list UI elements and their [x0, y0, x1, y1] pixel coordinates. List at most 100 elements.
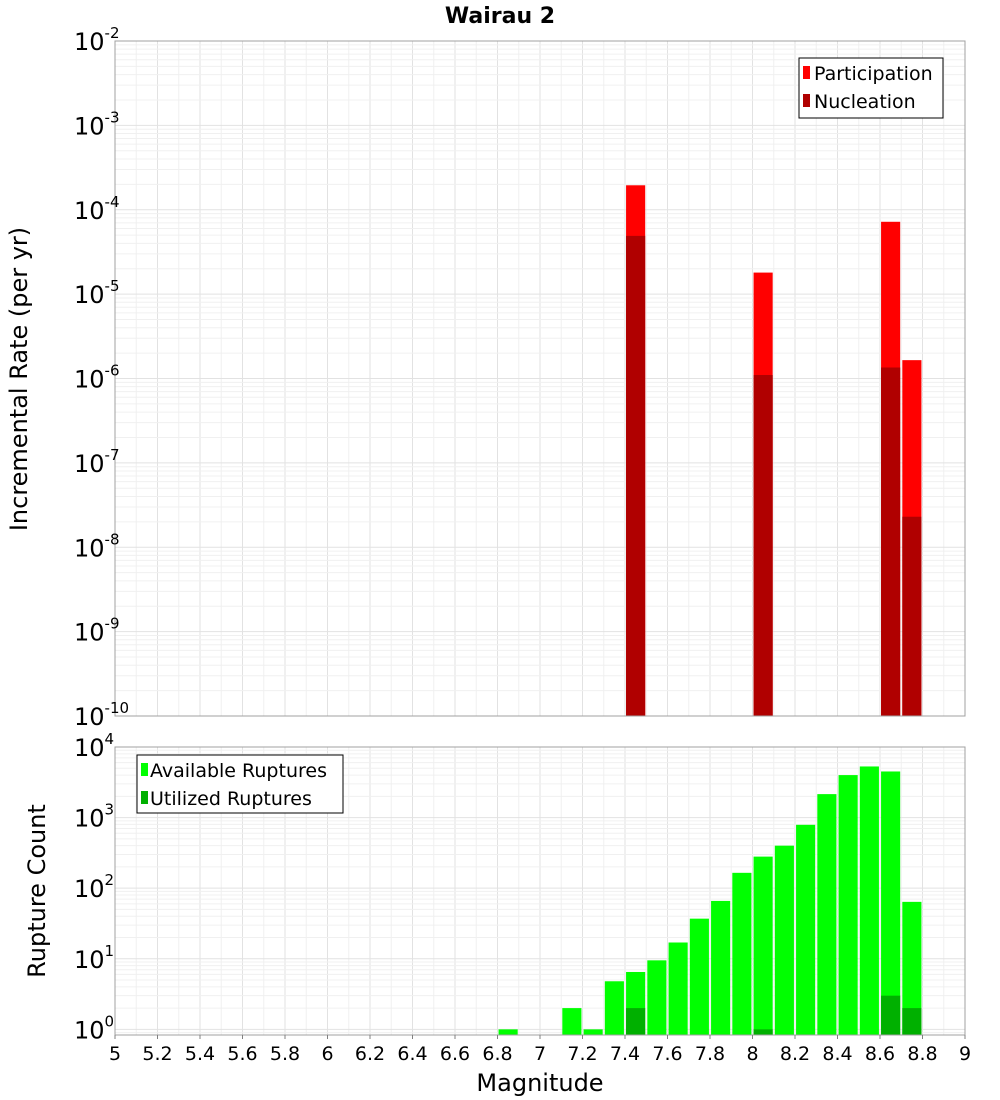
rate-y-tick-label: 10-2 [74, 24, 120, 56]
tick-exponent: 0 [105, 1012, 115, 1030]
rate-bars [626, 185, 922, 717]
tick-exponent: -7 [105, 446, 120, 464]
x-axis-label: Magnitude [476, 1069, 603, 1097]
x-tick-label: 5.4 [185, 1043, 215, 1065]
tick-exponent: 1 [105, 942, 115, 960]
rate-legend-box [798, 57, 944, 119]
tick-base: 10 [74, 875, 105, 903]
bar-available-ruptures [647, 960, 667, 1035]
tick-base: 10 [74, 281, 105, 309]
bar-available-ruptures [562, 1008, 582, 1035]
tick-exponent: -10 [105, 699, 130, 717]
bar-available-ruptures [838, 775, 858, 1035]
x-tick-label: 5.6 [227, 1043, 257, 1065]
tick-base: 10 [74, 366, 105, 394]
tick-base: 10 [74, 450, 105, 478]
x-tick-label: 7.8 [695, 1043, 725, 1065]
rate-y-tick-label: 10-9 [74, 615, 120, 647]
x-tick-label: 8.6 [865, 1043, 895, 1065]
x-tick-label: 8.8 [907, 1043, 937, 1065]
bar-nucleation [753, 375, 773, 716]
rate-grid [114, 41, 966, 717]
tick-exponent: -5 [105, 277, 120, 295]
bar-utilized-ruptures [626, 1008, 646, 1035]
rate-y-tick-label: 10-8 [74, 530, 120, 562]
x-tick-label: 7.4 [610, 1043, 640, 1065]
count-y-axis-label: Rupture Count [23, 804, 51, 978]
count-y-tick-label: 101 [74, 942, 114, 974]
x-tick-label: 7 [534, 1043, 546, 1065]
tick-base: 10 [74, 28, 105, 56]
x-tick-label: 7.2 [567, 1043, 597, 1065]
x-tick-label: 6.6 [440, 1043, 470, 1065]
bar-nucleation [881, 367, 901, 716]
rate-legend: Participation Nucleation [798, 57, 944, 119]
x-tick-label: 6.2 [355, 1043, 385, 1065]
rate-y-tick-label: 10-4 [74, 193, 120, 225]
x-tick-label: 6 [321, 1043, 333, 1065]
bar-available-ruptures [689, 918, 709, 1035]
bar-utilized-ruptures [881, 995, 901, 1035]
bar-available-ruptures [902, 901, 922, 1035]
tick-base: 10 [74, 619, 105, 647]
tick-base: 10 [74, 703, 105, 731]
bar-available-ruptures [881, 771, 901, 1035]
x-tick-label: 6.4 [397, 1043, 427, 1065]
chart-title: Wairau 2 [445, 4, 555, 29]
bar-nucleation [626, 235, 646, 716]
tick-base: 10 [74, 805, 105, 833]
x-tick-label: 7.6 [652, 1043, 682, 1065]
legend-swatch-participation [803, 66, 810, 79]
bar-available-ruptures [753, 856, 773, 1035]
tick-base: 10 [74, 112, 105, 140]
bar-available-ruptures [732, 872, 752, 1035]
legend-swatch-utilized [141, 791, 148, 804]
rate-y-tick-label: 10-10 [74, 699, 129, 731]
bar-nucleation [902, 516, 922, 716]
bar-available-ruptures [774, 845, 794, 1035]
x-tick-label: 6.8 [482, 1043, 512, 1065]
tick-base: 10 [74, 534, 105, 562]
bar-utilized-ruptures [902, 1008, 922, 1035]
legend-label-utilized: Utilized Ruptures [150, 788, 312, 810]
count-bars [498, 766, 922, 1035]
tick-base: 10 [74, 1016, 105, 1044]
tick-exponent: -2 [105, 24, 120, 42]
tick-exponent: -4 [105, 193, 120, 211]
x-tick-label: 9 [959, 1043, 971, 1065]
legend-label-nucleation: Nucleation [814, 91, 916, 113]
tick-exponent: -9 [105, 615, 120, 633]
rate-y-tick-label: 10-3 [74, 108, 120, 140]
tick-exponent: -6 [105, 362, 120, 380]
bar-available-ruptures [583, 1029, 603, 1035]
bar-available-ruptures [859, 766, 879, 1035]
bar-available-ruptures [668, 942, 688, 1035]
rate-plot-border [114, 40, 966, 717]
bar-available-ruptures [817, 794, 837, 1035]
count-legend: Available Ruptures Utilized Ruptures [136, 754, 344, 814]
x-tick-label: 8.4 [822, 1043, 852, 1065]
magnitude-x-ticks: 5 5.2 5.4 5.6 5.8 6 6.2 6.4 6.6 6.8 7 7.2 7.4 7.6 7.8 8… [109, 1035, 971, 1065]
count-y-tick-label: 100 [74, 1012, 114, 1044]
rate-y-axis-label: Incremental Rate (per yr) [5, 227, 33, 531]
legend-label-participation: Participation [814, 63, 933, 85]
rate-y-tick-label: 10-6 [74, 362, 120, 394]
rate-y-tick-label: 10-7 [74, 446, 120, 478]
bar-utilized-ruptures [753, 1029, 773, 1035]
tick-exponent: 3 [105, 801, 115, 819]
bar-available-ruptures [604, 981, 624, 1035]
x-tick-label: 5 [109, 1043, 121, 1065]
tick-base: 10 [74, 946, 105, 974]
tick-exponent: -8 [105, 530, 120, 548]
bar-available-ruptures [498, 1029, 518, 1035]
count-y-tick-label: 102 [74, 871, 114, 903]
tick-exponent: 4 [105, 730, 115, 748]
x-tick-label: 8 [746, 1043, 758, 1065]
count-y-tick-label: 103 [74, 801, 114, 833]
legend-swatch-available [141, 763, 148, 776]
